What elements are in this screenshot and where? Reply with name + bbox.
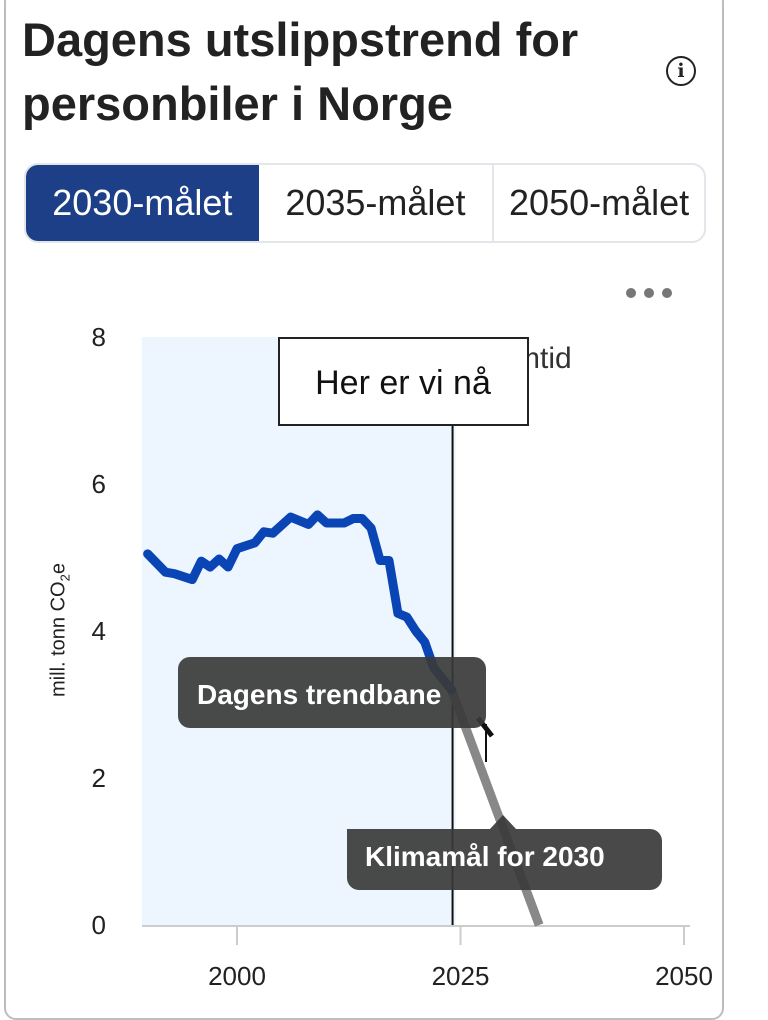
x-tick-label: 2025: [432, 961, 490, 991]
goal-tabs: 2030-målet 2035-målet 2050-målet: [24, 163, 706, 243]
callout-trend: [178, 657, 486, 728]
y-tick-label: 4: [92, 616, 106, 646]
tab-2030[interactable]: 2030-målet: [26, 165, 259, 241]
y-tick-label: 0: [92, 910, 106, 940]
now-label: Her er vi nå: [315, 364, 491, 402]
y-axis-label: mill. tonn CO2e: [47, 563, 73, 697]
tab-2050[interactable]: 2050-målet: [509, 182, 690, 223]
history-line: [143, 510, 457, 695]
x-tick-label: 2050: [655, 961, 713, 991]
callout-target: [347, 815, 662, 890]
more-horizontal-icon[interactable]: [626, 288, 672, 298]
info-icon[interactable]: i: [666, 56, 696, 86]
history-background: [142, 337, 456, 925]
callout-trend-label: Dagens trendbane: [197, 679, 441, 710]
y-tick-label: 8: [92, 322, 106, 352]
tab-2035[interactable]: 2035-målet: [259, 165, 495, 241]
now-label-box: [278, 337, 529, 426]
callout-target-label: Klimamål for 2030: [365, 841, 605, 872]
y-tick-label: 2: [92, 763, 106, 793]
page-title: Dagens utslippstrend for personbiler i N…: [22, 13, 579, 130]
y-tick-label: 6: [92, 469, 106, 499]
x-tick-label: 2000: [208, 961, 266, 991]
